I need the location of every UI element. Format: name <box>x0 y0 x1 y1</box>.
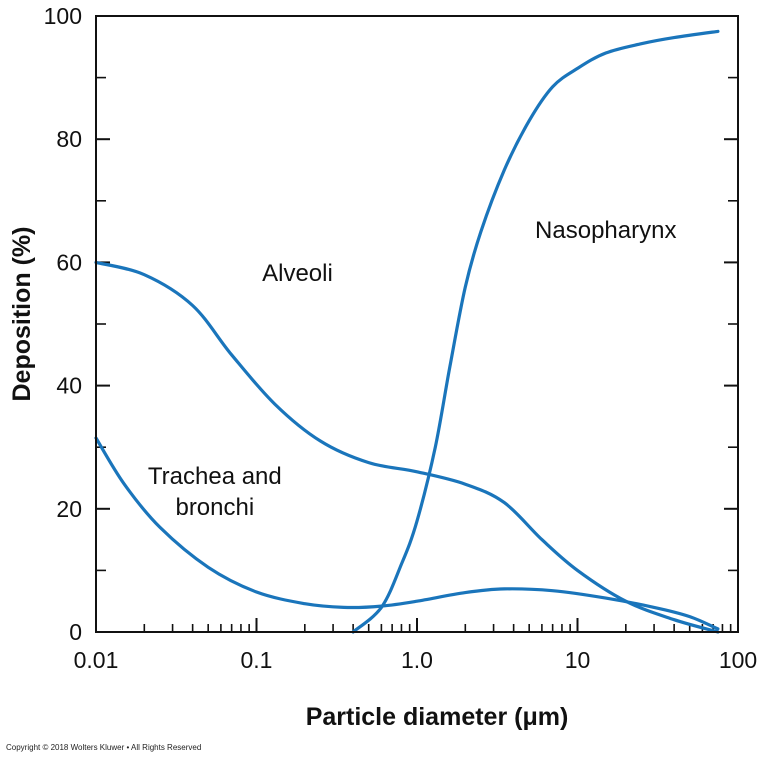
y-tick-label: 80 <box>56 126 82 152</box>
y-axis-ticks: 0 20 40 60 80 100 <box>44 3 738 645</box>
curve-label: Trachea and <box>148 463 282 490</box>
trachea-and-bronchi-curve <box>94 436 720 631</box>
data-curves <box>94 29 720 634</box>
x-tick-label: 100 <box>719 647 757 673</box>
y-tick-label: 20 <box>56 496 82 522</box>
y-tick-label: 60 <box>56 249 82 275</box>
y-tick-label: 0 <box>69 619 82 645</box>
x-tick-label: 0.01 <box>74 647 119 673</box>
nasopharynx-curve <box>351 29 720 634</box>
x-axis-title: Particle diameter (μm) <box>306 703 569 731</box>
curve-label: Nasopharynx <box>535 217 676 244</box>
alveoli-curve <box>94 260 720 634</box>
y-tick-label: 100 <box>44 3 82 29</box>
copyright-notice: Copyright © 2018 Wolters Kluwer • All Ri… <box>6 743 202 752</box>
curve-annotations: Nasopharynx Alveoli Trachea and bronchi <box>148 217 677 521</box>
y-axis-title: Deposition (%) <box>8 227 36 402</box>
y-tick-label: 40 <box>56 373 82 399</box>
x-tick-label: 1.0 <box>401 647 433 673</box>
curve-label: bronchi <box>175 494 254 521</box>
plot-area-frame <box>95 15 739 633</box>
x-tick-label: 0.1 <box>241 647 273 673</box>
x-tick-label: 10 <box>565 647 591 673</box>
curve-label: Alveoli <box>262 260 333 287</box>
x-axis-ticks: 0.01 0.1 1.0 10 100 <box>74 618 757 673</box>
